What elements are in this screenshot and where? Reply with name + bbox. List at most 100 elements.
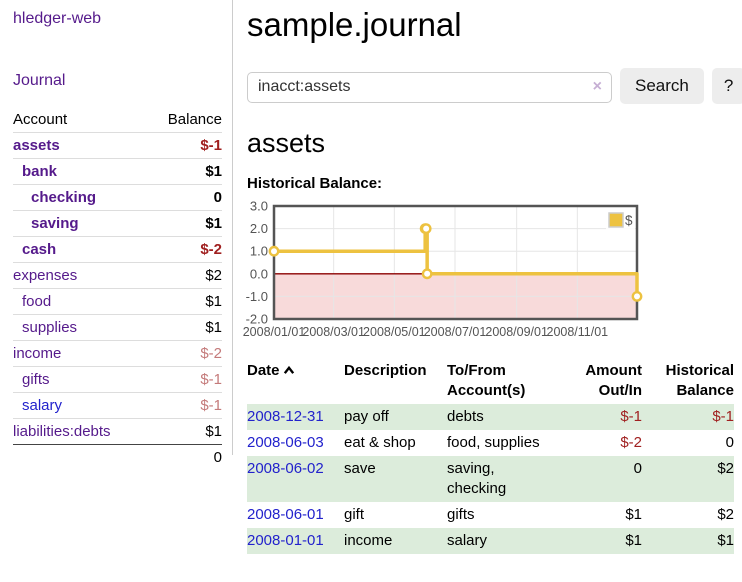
account-row: food $1 — [13, 288, 222, 315]
search-input[interactable] — [247, 71, 612, 103]
account-row: checking 0 — [13, 184, 222, 211]
historical-balance-chart[interactable]: 3.0 2.0 1.0 0.0 -1.0 -2.0 2008/01/01 2008/03/01… — [243, 198, 643, 346]
register-row[interactable]: 2008-06-01 gift gifts $1 $2 — [247, 502, 734, 528]
chevron-up-icon — [283, 361, 295, 381]
sidebar: hledger-web Journal Account Balance asse… — [0, 0, 232, 582]
accounts-header-account: Account — [13, 111, 68, 128]
transaction-balance: $2 — [717, 459, 734, 477]
register-header-balance: Historical Balance — [665, 361, 734, 399]
account-link-liabilities-debts[interactable]: liabilities:debts — [13, 423, 111, 440]
account-row: gifts $-1 — [13, 366, 222, 393]
account-balance: $-1 — [147, 366, 222, 393]
register-header-date[interactable]: Date — [247, 358, 344, 404]
svg-text:1.0: 1.0 — [250, 244, 268, 259]
help-button[interactable]: ? — [711, 67, 742, 104]
account-link-bank[interactable]: bank — [22, 163, 58, 180]
register-header-row: Date Description To/From Account(s) Amou… — [247, 358, 734, 404]
transaction-balance: $-1 — [712, 407, 734, 425]
account-link-cash[interactable]: cash — [22, 241, 57, 258]
accounts-header-balance: Balance — [167, 111, 222, 128]
accounts-table: Account Balance assets $-1 bank $1 checking 0… — [13, 107, 222, 470]
account-balance: $1 — [147, 418, 222, 445]
account-row: saving $1 — [13, 210, 222, 237]
transaction-balance: 0 — [725, 433, 734, 451]
register-header-amount: Amount Out/In — [585, 361, 642, 399]
account-balance: $1 — [147, 210, 222, 237]
account-link-expenses[interactable]: expenses — [13, 267, 78, 284]
register-header-description: Description — [344, 361, 427, 379]
accounts-total-value: 0 — [147, 444, 222, 470]
account-balance: $1 — [147, 158, 222, 185]
transaction-date-link[interactable]: 2008-06-02 — [247, 459, 324, 477]
svg-text:$: $ — [625, 213, 633, 228]
transaction-accounts: debts — [447, 407, 484, 425]
transaction-accounts: gifts — [447, 505, 475, 523]
account-link-supplies[interactable]: supplies — [22, 319, 78, 336]
transaction-amount: 0 — [633, 459, 642, 477]
account-balance: $-2 — [147, 340, 222, 367]
transaction-description: gift — [344, 505, 365, 523]
account-row: assets $-1 — [13, 132, 222, 159]
accounts-total-row: 0 — [13, 444, 222, 470]
account-balance: $1 — [147, 288, 222, 315]
account-link-checking[interactable]: checking — [31, 189, 97, 206]
account-row: liabilities:debts $1 — [13, 418, 222, 445]
svg-text:2.0: 2.0 — [250, 221, 268, 236]
register-row[interactable]: 2008-01-01 income salary $1 $1 — [247, 527, 734, 554]
account-link-food[interactable]: food — [22, 293, 52, 310]
svg-text:0.0: 0.0 — [250, 266, 268, 281]
svg-text:2008/07/01: 2008/07/01 — [424, 325, 487, 339]
account-balance: 0 — [147, 184, 222, 211]
account-link-assets[interactable]: assets — [13, 137, 60, 154]
chart-title: Historical Balance: — [247, 174, 383, 192]
transaction-date-link[interactable]: 2008-06-03 — [247, 433, 324, 451]
svg-text:2008/09/01: 2008/09/01 — [485, 325, 548, 339]
page-title: sample.journal — [247, 6, 462, 43]
search-form: × Search ? — [247, 67, 742, 104]
register-row[interactable]: 2008-06-02 save saving, checking 0 $2 — [247, 455, 734, 502]
transaction-description: save — [344, 459, 376, 477]
svg-text:2008/01/01: 2008/01/01 — [243, 325, 306, 339]
account-row: expenses $2 — [13, 262, 222, 289]
account-balance: $2 — [147, 262, 222, 289]
register-row[interactable]: 2008-12-31 pay off debts $-1 $-1 — [247, 403, 734, 430]
transaction-date-link[interactable]: 2008-12-31 — [247, 407, 324, 425]
account-link-salary[interactable]: salary — [22, 397, 63, 414]
account-heading: assets — [247, 127, 326, 158]
transaction-accounts: food, supplies — [447, 433, 540, 451]
register-table: Date Description To/From Account(s) Amou… — [247, 358, 734, 554]
svg-text:3.0: 3.0 — [250, 198, 268, 213]
clear-search-icon[interactable]: × — [592, 77, 602, 95]
account-row: cash $-2 — [13, 236, 222, 263]
transaction-amount: $1 — [625, 531, 642, 549]
account-row: supplies $1 — [13, 314, 222, 341]
account-link-income[interactable]: income — [13, 345, 62, 362]
brand-link[interactable]: hledger-web — [13, 10, 102, 27]
search-button[interactable]: Search — [620, 67, 704, 104]
transaction-date-link[interactable]: 2008-01-01 — [247, 531, 324, 549]
svg-text:2008/11/01: 2008/11/01 — [547, 325, 609, 339]
transaction-amount: $-1 — [620, 407, 642, 425]
transaction-description: pay off — [344, 407, 389, 425]
account-row: income $-2 — [13, 340, 222, 367]
register-header-accounts: To/From Account(s) — [447, 361, 526, 399]
transaction-balance: $2 — [717, 505, 734, 523]
transaction-balance: $1 — [717, 531, 734, 549]
transaction-amount: $-2 — [620, 433, 642, 451]
transaction-description: income — [344, 531, 393, 549]
account-link-gifts[interactable]: gifts — [22, 371, 50, 388]
transaction-date-link[interactable]: 2008-06-01 — [247, 505, 324, 523]
account-balance: $-1 — [147, 132, 222, 159]
transaction-accounts: saving, checking — [447, 459, 507, 497]
transaction-accounts: salary — [447, 531, 488, 549]
sidebar-item-journal[interactable]: Journal — [13, 72, 66, 89]
register-row[interactable]: 2008-06-03 eat & shop food, supplies $-2 0 — [247, 430, 734, 456]
svg-text:2008/03/01: 2008/03/01 — [302, 325, 365, 339]
account-link-saving[interactable]: saving — [31, 215, 79, 232]
transaction-amount: $1 — [625, 505, 642, 523]
account-balance: $1 — [147, 314, 222, 341]
sidebar-divider — [232, 0, 233, 455]
account-balance: $-2 — [147, 236, 222, 263]
account-balance: $-1 — [147, 392, 222, 419]
